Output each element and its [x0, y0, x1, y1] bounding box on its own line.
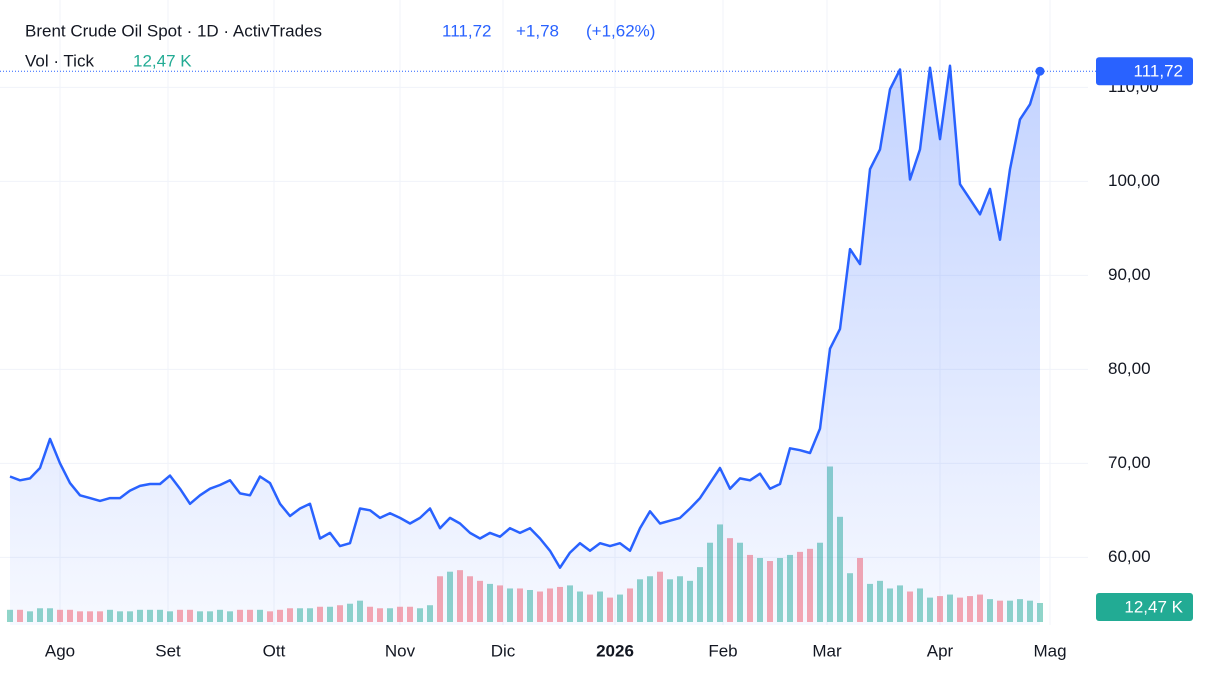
volume-title: Vol · Tick: [25, 51, 94, 70]
price-area: [10, 65, 1040, 626]
chart-title: Brent Crude Oil Spot · 1D · ActivTrades: [25, 21, 322, 40]
price-layer: [0, 64, 1096, 626]
last-price: 111,72: [442, 21, 491, 40]
y-tick-label: 70,00: [1108, 453, 1151, 472]
x-tick-label: Feb: [708, 641, 737, 660]
x-tick-label: Dic: [491, 641, 516, 660]
price-change-pct: (+1,62%): [586, 21, 655, 40]
y-tick-label: 60,00: [1108, 547, 1151, 566]
x-tick-label: Set: [155, 641, 181, 660]
price-change: +1,78: [516, 21, 559, 40]
price-line: [9, 64, 1042, 569]
x-tick-label: Ott: [263, 641, 286, 660]
x-tick-label: Mar: [812, 641, 842, 660]
x-tick-label: Nov: [385, 641, 416, 660]
volume-tag-label: 12,47 K: [1124, 597, 1183, 616]
x-tick-label: Apr: [927, 641, 954, 660]
x-tick-label: Mag: [1033, 641, 1066, 660]
last-price-tag: [1096, 57, 1193, 86]
x-tick-label: Ago: [45, 641, 75, 660]
volume-last: 12,47 K: [133, 51, 192, 70]
last-price-dot: [1035, 66, 1045, 76]
last-price-tag-label: 111,72: [1134, 62, 1183, 81]
x-tick-label: 2026: [596, 641, 634, 660]
volume-tag: [1096, 593, 1193, 621]
y-tick-label: 80,00: [1108, 359, 1151, 378]
y-tick-label: 100,00: [1108, 171, 1160, 190]
y-tick-label: 90,00: [1108, 265, 1151, 284]
